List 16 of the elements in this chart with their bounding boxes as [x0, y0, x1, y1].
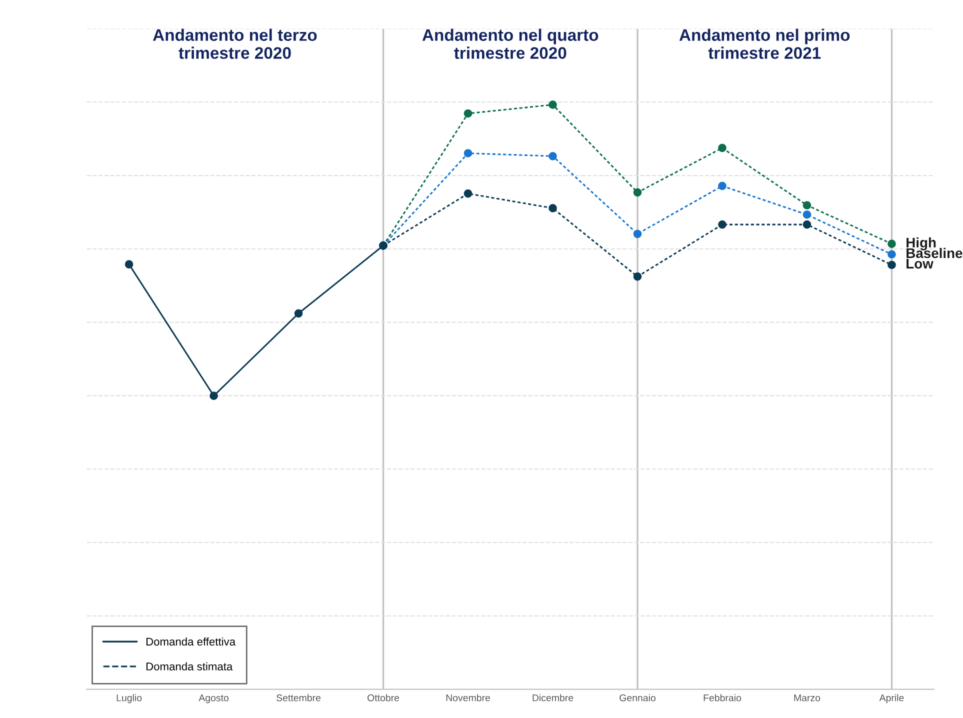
series-label: Low — [906, 258, 934, 269]
text: Andamento nel terzo trimestre 2020 — [152, 28, 317, 59]
x-tick-label: Settembre — [276, 694, 321, 702]
text: Andamento nel primo trimestre 2021 — [679, 28, 850, 59]
annotation: Domanda stimata — [146, 662, 233, 670]
x-tick-label: Ottobre — [368, 694, 400, 702]
text: Andamento nel quarto trimestre 2020 — [422, 28, 598, 59]
x-tick-label: Marzo — [794, 694, 820, 702]
x-tick-label: Gennaio — [620, 694, 656, 702]
x-tick-label: Aprile — [879, 694, 904, 704]
x-tick-label: Dicembre — [532, 694, 574, 702]
x-tick-label: Novembre — [446, 694, 490, 702]
x-tick-label: Luglio — [116, 694, 142, 704]
legend-label: Domanda effettiva — [146, 637, 236, 646]
x-tick-label: Agosto — [198, 694, 229, 704]
x-tick-label: Febbraio — [704, 694, 742, 702]
